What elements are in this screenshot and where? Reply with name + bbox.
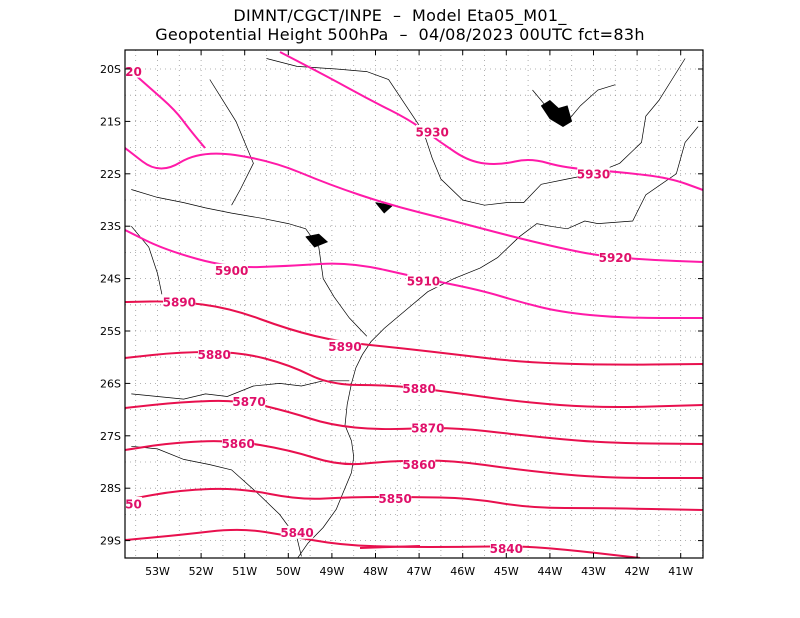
contour-label-bg — [402, 381, 436, 395]
contour-label: 5900 — [215, 264, 248, 278]
contour-label: 5860 — [221, 437, 254, 451]
map-frame — [124, 49, 704, 559]
boundary-line — [209, 79, 254, 206]
lon-label: 45W — [494, 565, 519, 578]
contour-label-bg — [378, 491, 412, 505]
contour-label: 50 — [125, 497, 142, 511]
lat-label: 24S — [100, 273, 121, 286]
contour-line — [125, 528, 641, 558]
contour-label: 5880 — [402, 382, 435, 396]
contour-line — [125, 350, 703, 408]
lat-label: 26S — [100, 377, 121, 390]
contour-label: 5920 — [599, 251, 632, 265]
contour-label: 5890 — [163, 296, 196, 310]
lon-label: 43W — [581, 565, 606, 578]
title-line-2: Geopotential Height 500hPa – 04/08/2023 … — [155, 25, 645, 44]
lake-shape — [305, 233, 329, 248]
lon-label: 50W — [276, 565, 301, 578]
chart-title: DIMNT/CGCT/INPE – Model Eta05_M01_ Geopo… — [0, 6, 800, 44]
contour-label-bg — [407, 274, 440, 288]
lake-shape — [540, 100, 573, 127]
contour-label-bg — [232, 394, 266, 408]
contour-label: 5870 — [411, 421, 444, 435]
lon-label: 47W — [407, 565, 432, 578]
contour-label-bg — [221, 436, 255, 450]
lat-label: 21S — [100, 115, 121, 128]
contour-label-bg — [328, 339, 362, 353]
contour-label: 5870 — [232, 395, 265, 409]
coastline-boundaries — [131, 58, 699, 558]
contour-label: 5840 — [490, 542, 523, 556]
lon-label: 48W — [363, 565, 388, 578]
lat-label: 29S — [100, 535, 121, 548]
contour-label: 5860 — [402, 458, 435, 472]
boundary-line — [131, 380, 350, 400]
title-line-1: DIMNT/CGCT/INPE – Model Eta05_M01_ — [233, 6, 567, 25]
contour-line — [125, 229, 703, 319]
lon-label: 53W — [145, 565, 170, 578]
lon-label: 44W — [537, 565, 562, 578]
contour-label-bg — [599, 250, 632, 264]
contour-label-bg — [125, 496, 143, 510]
contour-label-bg — [490, 541, 523, 555]
contour-label-bg — [163, 295, 196, 309]
contour-labels: 20 5930 5930 5920 5910 5900 5890 5890 5880 5880 58… — [125, 64, 632, 556]
contour-label-bg — [402, 457, 436, 471]
map-background — [125, 50, 703, 558]
boundary-line — [266, 58, 686, 206]
lon-label: 42W — [625, 565, 650, 578]
contour-label-bg — [197, 347, 231, 361]
contour-label: 5890 — [328, 340, 361, 354]
contour-label-bg — [125, 64, 143, 78]
contour-line — [125, 399, 703, 445]
contour-label-bg — [577, 166, 610, 180]
lon-label: 41W — [668, 565, 693, 578]
lon-label: 52W — [189, 565, 214, 578]
axis-ticks: 20S 21S 22S 23S 24S 25S 26S 27S 28S 29S 53W 52W 51W 5… — [100, 50, 703, 578]
contour-label: 5910 — [407, 275, 440, 289]
lat-label: 28S — [100, 482, 121, 495]
boundary-line — [297, 126, 699, 558]
contour-label-bg — [415, 124, 449, 138]
contour-label: 5850 — [378, 492, 411, 506]
contour-label: 5840 — [280, 526, 313, 540]
lat-label: 20S — [100, 63, 121, 76]
lon-label: 51W — [232, 565, 257, 578]
contour-label-bg — [215, 263, 248, 277]
contour-line — [125, 487, 703, 511]
lon-label: 46W — [450, 565, 475, 578]
lake-shape — [375, 202, 394, 214]
contour-line — [359, 545, 421, 549]
contour-label: 5930 — [415, 125, 448, 139]
contour-line — [125, 147, 703, 263]
lon-label: 49W — [319, 565, 344, 578]
lat-label: 25S — [100, 325, 121, 338]
contour-label-bg — [280, 525, 314, 539]
contour-label-bg — [411, 420, 445, 434]
lat-label: 22S — [100, 168, 121, 181]
contour-label: 5880 — [197, 348, 230, 362]
boundary-line — [131, 189, 368, 337]
lat-label: 23S — [100, 220, 121, 233]
contour-line — [125, 440, 703, 479]
contour-label: 5930 — [577, 167, 610, 181]
contour-label: 20 — [125, 65, 142, 79]
lat-label: 27S — [100, 430, 121, 443]
